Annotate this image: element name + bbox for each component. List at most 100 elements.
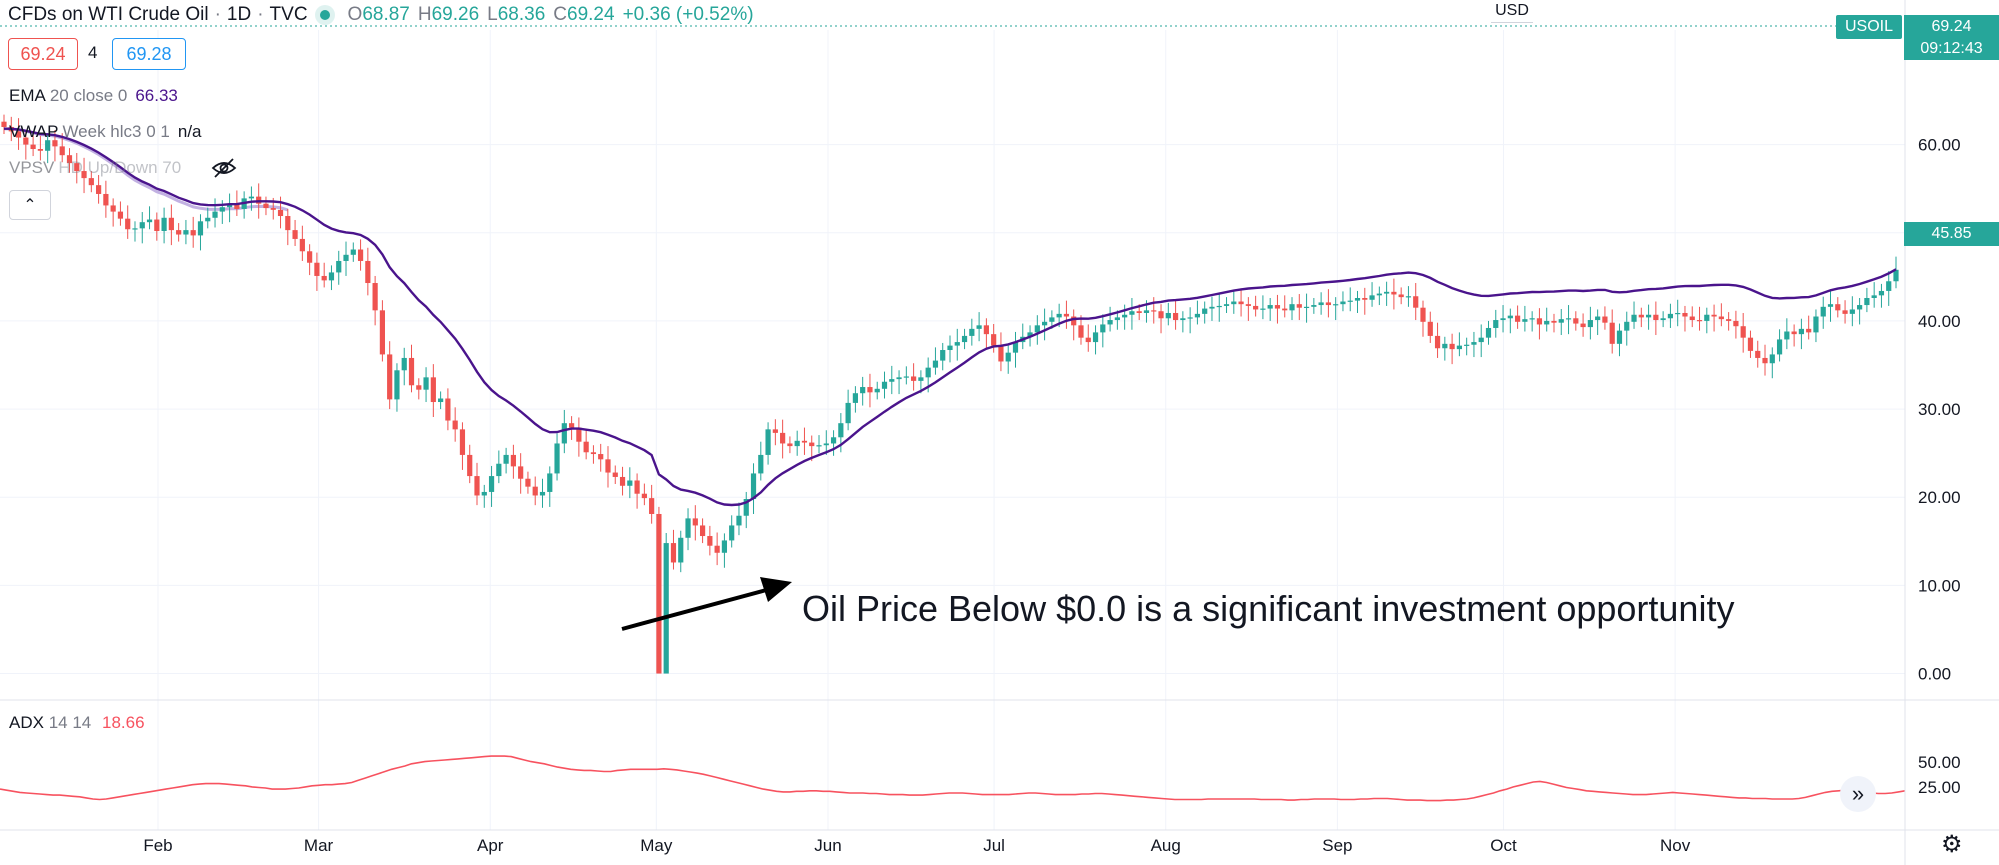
candle-body[interactable]	[1340, 301, 1346, 305]
candle-body[interactable]	[852, 393, 858, 403]
candle-body[interactable]	[430, 377, 436, 403]
candle-body[interactable]	[1354, 298, 1361, 301]
candle-body[interactable]	[1820, 306, 1826, 317]
candle-body[interactable]	[801, 440, 808, 443]
candle-body[interactable]	[1573, 318, 1579, 324]
candle-body[interactable]	[1071, 316, 1077, 326]
candles-series[interactable]	[1, 114, 1899, 674]
candle-body[interactable]	[1456, 345, 1462, 350]
candle-body[interactable]	[576, 427, 582, 442]
scroll-to-realtime-button[interactable]: »	[1840, 776, 1876, 812]
candle-body[interactable]	[314, 262, 320, 276]
candle-body[interactable]	[1391, 291, 1397, 295]
candle-body[interactable]	[1675, 312, 1681, 315]
candle-body[interactable]	[532, 486, 538, 496]
candle-body[interactable]	[1413, 296, 1419, 308]
candle-body[interactable]	[161, 217, 167, 231]
candle-body[interactable]	[1092, 332, 1099, 343]
candle-body[interactable]	[1464, 344, 1470, 346]
candle-body[interactable]	[918, 377, 924, 381]
buy-button[interactable]: 69.28	[112, 38, 186, 70]
adx-legend[interactable]: ADX 14 14 18.66	[9, 713, 145, 733]
candle-body[interactable]	[1544, 320, 1550, 325]
candle-body[interactable]	[1318, 302, 1324, 306]
candle-body[interactable]	[30, 144, 36, 150]
candle-body[interactable]	[554, 443, 560, 474]
candle-body[interactable]	[1180, 318, 1186, 321]
candle-body[interactable]	[1471, 342, 1477, 345]
candle-body[interactable]	[1165, 312, 1171, 319]
candle-body[interactable]	[488, 476, 495, 492]
candle-body[interactable]	[889, 379, 895, 382]
candle-body[interactable]	[1835, 304, 1841, 311]
candle-body[interactable]	[961, 335, 968, 343]
candle-body[interactable]	[1267, 305, 1273, 309]
candle-body[interactable]	[1034, 325, 1040, 333]
candle-body[interactable]	[1522, 319, 1528, 322]
candle-body[interactable]	[1056, 313, 1062, 318]
candle-body[interactable]	[1515, 315, 1521, 322]
candle-body[interactable]	[707, 536, 713, 546]
candle-body[interactable]	[1485, 327, 1492, 338]
candle-body[interactable]	[81, 171, 87, 179]
currency-label[interactable]: USD	[1491, 0, 1533, 23]
candle-body[interactable]	[277, 209, 284, 217]
candle-body[interactable]	[1813, 316, 1819, 333]
candle-body[interactable]	[1595, 316, 1601, 321]
candle-body[interactable]	[1776, 339, 1783, 355]
candle-body[interactable]	[867, 387, 873, 393]
candle-body[interactable]	[1529, 318, 1535, 320]
candle-body[interactable]	[1187, 317, 1193, 319]
candle-body[interactable]	[1362, 298, 1368, 300]
candle-body[interactable]	[605, 459, 611, 473]
collapse-legend-button[interactable]: ⌃	[9, 190, 51, 220]
candle-body[interactable]	[1376, 293, 1382, 296]
candle-body[interactable]	[896, 377, 902, 380]
candle-body[interactable]	[336, 260, 342, 273]
candle-body[interactable]	[1747, 337, 1754, 351]
candle-body[interactable]	[387, 354, 393, 400]
candle-body[interactable]	[983, 325, 989, 335]
candle-body[interactable]	[1587, 320, 1593, 328]
candle-body[interactable]	[1784, 331, 1790, 340]
candle-body[interactable]	[1507, 315, 1513, 319]
candle-body[interactable]	[1122, 314, 1128, 318]
candle-body[interactable]	[350, 249, 356, 255]
candle-body[interactable]	[1274, 305, 1281, 309]
candle-body[interactable]	[911, 376, 917, 381]
candle-body[interactable]	[663, 543, 669, 674]
candle-body[interactable]	[1369, 295, 1375, 300]
candle-body[interactable]	[1398, 294, 1404, 298]
candle-body[interactable]	[467, 454, 473, 477]
candle-body[interactable]	[1711, 314, 1717, 317]
candle-body[interactable]	[1893, 269, 1899, 282]
candle-body[interactable]	[1238, 301, 1244, 305]
candle-body[interactable]	[780, 432, 786, 444]
candle-body[interactable]	[183, 230, 189, 235]
candle-body[interactable]	[1114, 317, 1120, 321]
candle-body[interactable]	[1289, 304, 1295, 311]
candle-body[interactable]	[1718, 316, 1724, 320]
candle-body[interactable]	[670, 543, 677, 563]
candle-body[interactable]	[176, 230, 182, 235]
candle-body[interactable]	[1493, 320, 1499, 328]
candle-body[interactable]	[1078, 325, 1084, 338]
candle-body[interactable]	[1282, 308, 1288, 311]
candle-body[interactable]	[321, 275, 327, 281]
candle-body[interactable]	[292, 230, 298, 239]
candle-body[interactable]	[1704, 314, 1710, 321]
candle-body[interactable]	[503, 454, 509, 464]
candle-body[interactable]	[729, 525, 735, 541]
candle-body[interactable]	[627, 480, 633, 486]
candle-body[interactable]	[510, 454, 516, 467]
candle-body[interactable]	[816, 445, 822, 447]
candle-body[interactable]	[139, 222, 145, 229]
ema-legend[interactable]: EMA 20 close 0 66.33	[9, 86, 178, 106]
candle-body[interactable]	[379, 310, 385, 355]
candle-body[interactable]	[1151, 310, 1157, 312]
candle-body[interactable]	[1565, 318, 1572, 320]
candle-body[interactable]	[991, 334, 997, 346]
candle-body[interactable]	[401, 357, 407, 371]
candle-body[interactable]	[758, 454, 764, 474]
